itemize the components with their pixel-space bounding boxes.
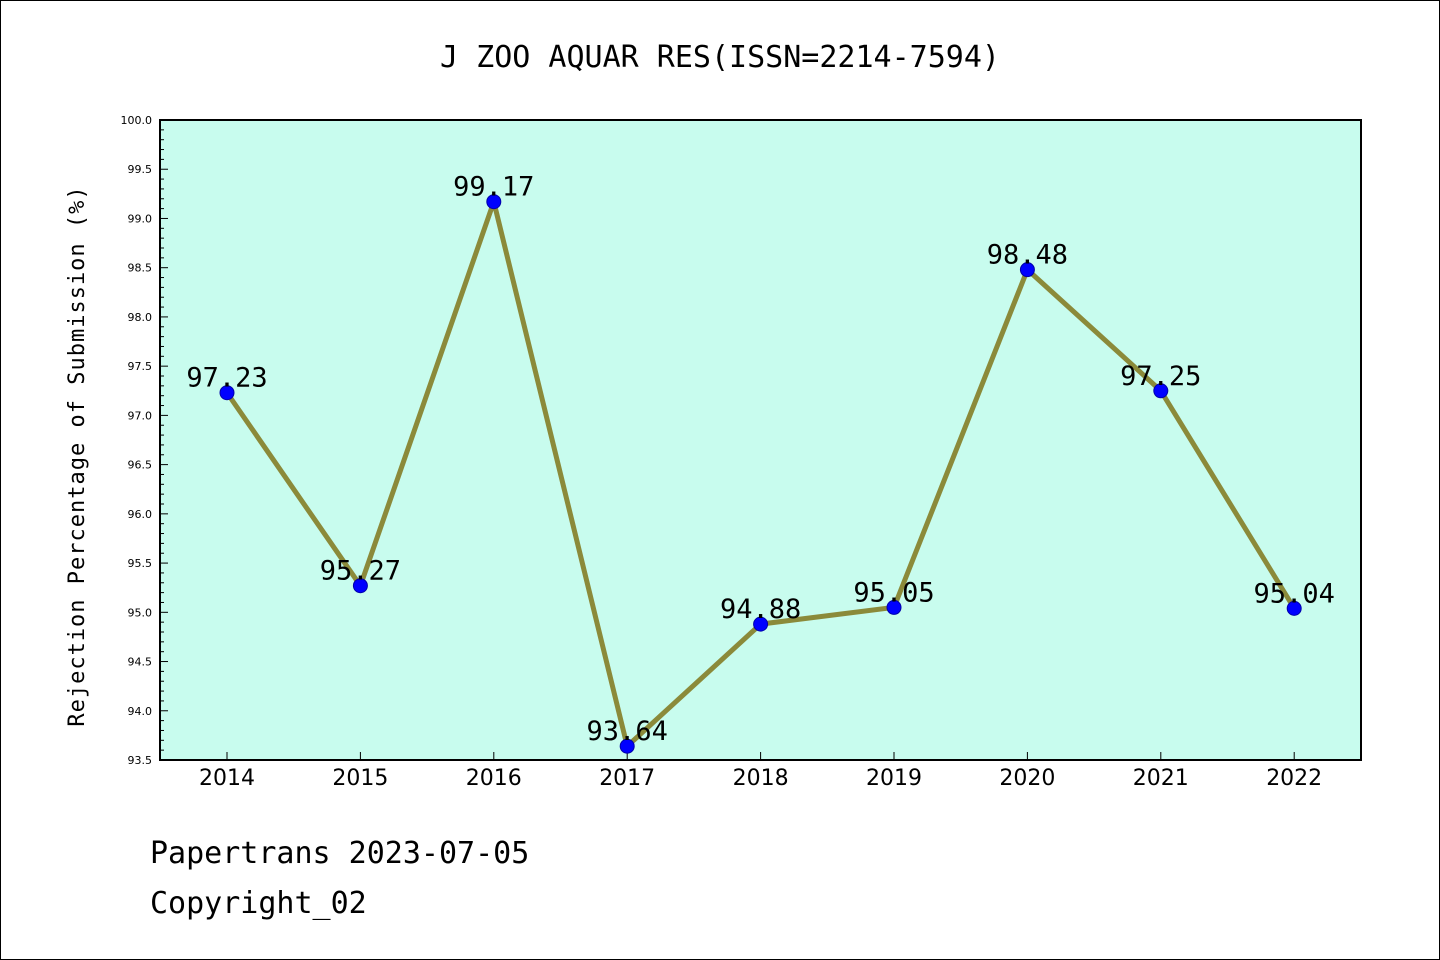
x-tick-label: 2015 xyxy=(332,766,388,791)
plot-area xyxy=(159,119,1362,761)
x-tick-label: 2019 xyxy=(866,766,922,791)
data-point xyxy=(486,194,502,210)
data-label: 99.17 xyxy=(453,172,534,203)
x-tick-label: 2018 xyxy=(733,766,789,791)
data-point xyxy=(1019,262,1035,278)
x-tick-label: 2020 xyxy=(999,766,1055,791)
y-tick-label: 94.0 xyxy=(128,705,153,718)
data-label: 93.64 xyxy=(587,716,668,747)
y-axis-label: Rejection Percentage of Submission (%) xyxy=(65,185,90,726)
x-tick-label: 2022 xyxy=(1266,766,1322,791)
data-label: 94.88 xyxy=(720,594,801,625)
y-axis: 93.5 94.0 94.5 95.0 95.5 96.0 96.5 97.0 97.5 98.0… xyxy=(121,114,168,767)
y-tick-label: 96.0 xyxy=(128,508,153,521)
y-tick-label: 97.0 xyxy=(128,409,153,422)
data-label: 97.23 xyxy=(186,363,267,394)
data-point xyxy=(219,385,235,401)
chart-title: J ZOO AQUAR RES(ISSN=2214-7594) xyxy=(440,40,1000,75)
y-tick-label: 95.5 xyxy=(128,557,153,570)
data-point xyxy=(619,738,635,754)
y-tick-label: 97.5 xyxy=(128,360,153,373)
data-point xyxy=(1286,600,1302,616)
y-tick-label: 98.5 xyxy=(128,262,153,275)
data-label: 95.27 xyxy=(320,556,401,587)
data-label: 95.05 xyxy=(853,577,934,608)
data-label: 98.48 xyxy=(987,240,1068,271)
footer-copyright: Copyright_02 xyxy=(150,886,367,921)
data-label: 97.25 xyxy=(1120,361,1201,392)
y-tick-label: 98.0 xyxy=(128,311,153,324)
x-tick-label: 2014 xyxy=(199,766,255,791)
y-tick-label: 96.5 xyxy=(128,459,153,472)
x-tick-label: 2021 xyxy=(1133,766,1189,791)
data-point xyxy=(352,578,368,594)
data-point xyxy=(753,616,769,632)
y-tick-label: 94.5 xyxy=(128,656,153,669)
x-tick-label: 2016 xyxy=(466,766,522,791)
footer-date: Papertrans 2023-07-05 xyxy=(150,836,530,871)
y-tick-label: 99.0 xyxy=(128,212,153,225)
data-point xyxy=(886,599,902,615)
y-tick-label: 95.0 xyxy=(128,606,153,619)
y-tick-label: 100.0 xyxy=(121,114,153,127)
series-layer: 97.23 95.27 99.17 93.64 94.88 95.05 98.48 97.25… xyxy=(186,172,1335,754)
data-label: 95.04 xyxy=(1254,578,1335,609)
y-tick-label: 93.5 xyxy=(128,754,153,767)
data-point xyxy=(1153,383,1169,399)
x-axis: 2014 2015 2016 2017 2018 2019 2020 2021 2022 xyxy=(199,752,1322,791)
x-tick-label: 2017 xyxy=(599,766,655,791)
y-tick-label: 99.5 xyxy=(128,163,153,176)
